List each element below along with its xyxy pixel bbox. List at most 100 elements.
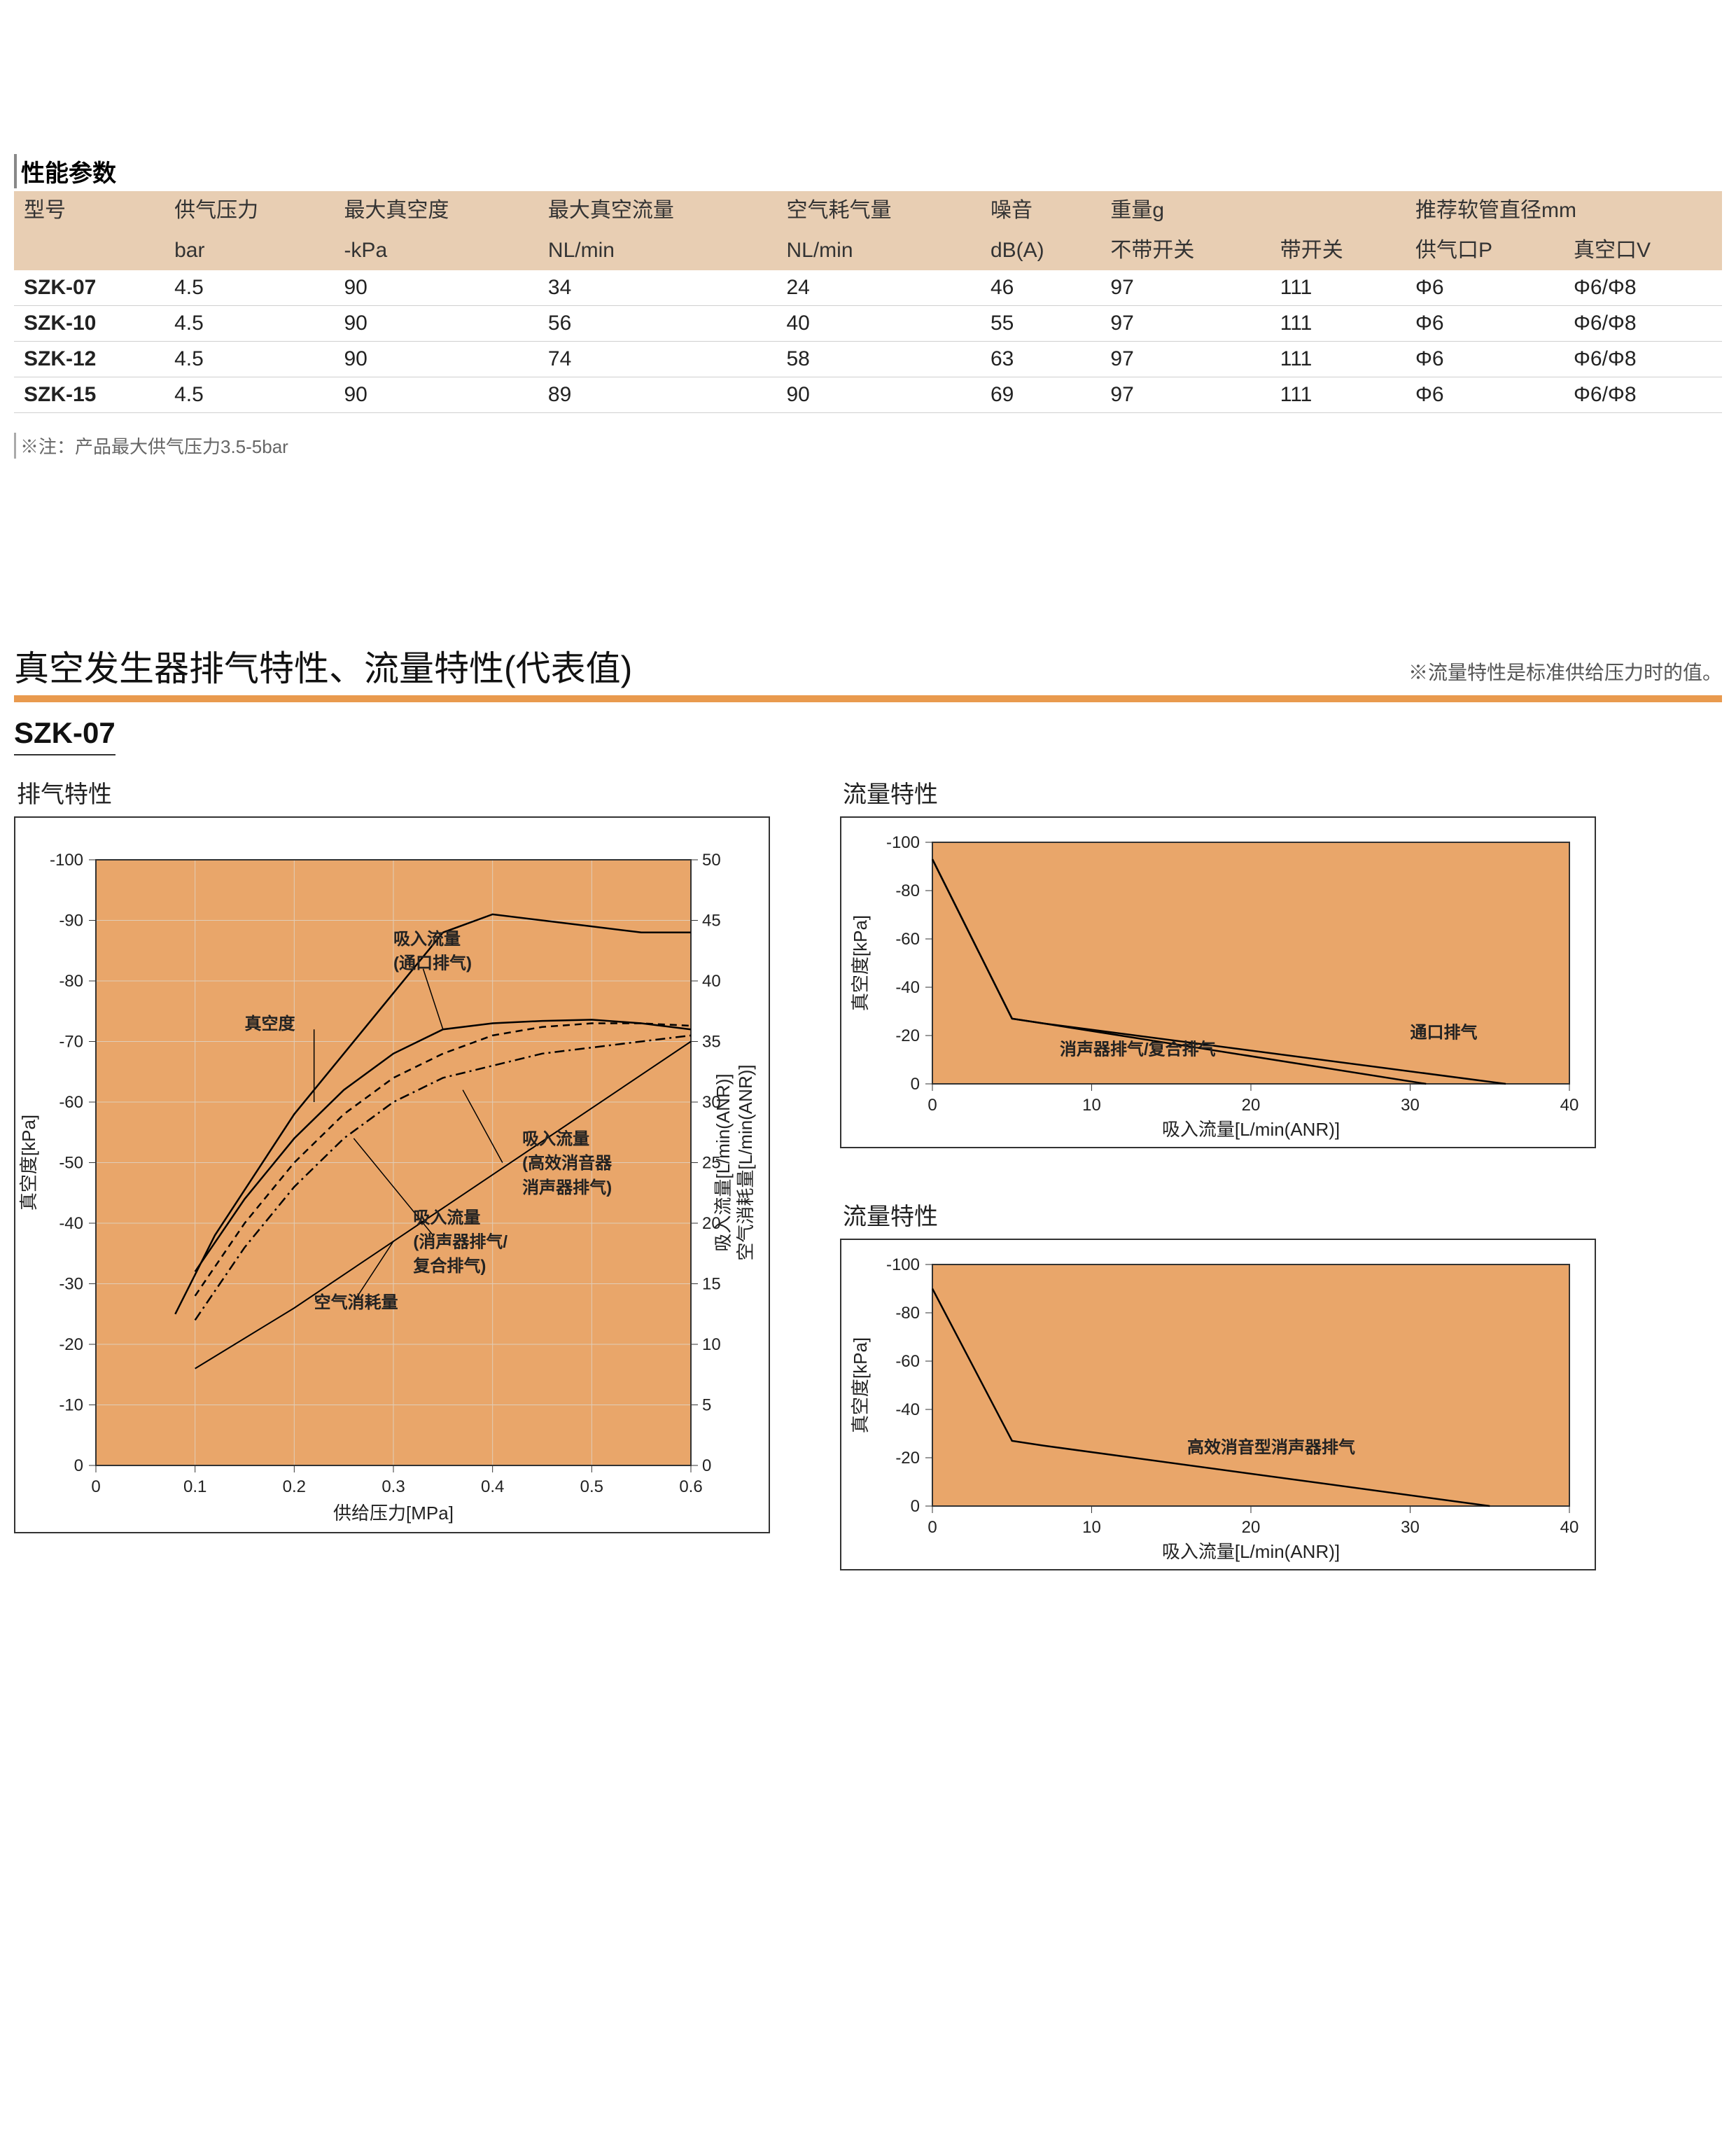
svg-text:吸入流量: 吸入流量 xyxy=(413,1208,480,1227)
svg-text:-100: -100 xyxy=(886,833,920,852)
svg-text:40: 40 xyxy=(702,972,721,991)
svg-text:50: 50 xyxy=(702,851,721,870)
svg-text:-90: -90 xyxy=(59,912,83,931)
chart-exhaust: 00.10.20.30.40.50.60-10-20-30-40-50-60-7… xyxy=(14,816,770,1533)
svg-text:-100: -100 xyxy=(50,851,83,870)
svg-text:-80: -80 xyxy=(59,972,83,991)
table-row: SZK-124.59074586397111Φ6Φ6/Φ8 xyxy=(14,342,1722,377)
svg-text:0.5: 0.5 xyxy=(580,1477,603,1496)
cell: 4.5 xyxy=(164,377,334,413)
spec-th2: 真空口V xyxy=(1564,231,1722,271)
cell: Φ6 xyxy=(1406,377,1564,413)
spec-th: 供气压力 xyxy=(164,191,334,231)
svg-text:20: 20 xyxy=(1242,1096,1261,1115)
spec-th2 xyxy=(14,231,164,271)
section-title-row: 真空发生器排气特性、流量特性(代表值) ※流量特性是标准供给压力时的值。 xyxy=(14,641,1722,702)
svg-text:0: 0 xyxy=(927,1096,937,1115)
spec-th2: bar xyxy=(164,231,334,271)
spec-th2: 不带开关 xyxy=(1100,231,1270,271)
svg-text:-30: -30 xyxy=(59,1275,83,1294)
cell: 111 xyxy=(1270,342,1406,377)
svg-text:-20: -20 xyxy=(59,1335,83,1354)
svg-text:吸入流量[L/min(ANR)]: 吸入流量[L/min(ANR)] xyxy=(1162,1119,1340,1140)
cell: 46 xyxy=(981,270,1100,306)
cell: 111 xyxy=(1270,306,1406,342)
svg-text:通口排气: 通口排气 xyxy=(1410,1022,1478,1042)
svg-text:-40: -40 xyxy=(895,1400,920,1419)
svg-text:10: 10 xyxy=(1082,1518,1101,1537)
svg-text:真空度: 真空度 xyxy=(245,1014,296,1033)
svg-text:10: 10 xyxy=(1082,1096,1101,1115)
svg-text:高效消音型消声器排气: 高效消音型消声器排气 xyxy=(1187,1437,1355,1457)
cell: 4.5 xyxy=(164,342,334,377)
svg-text:0: 0 xyxy=(91,1477,100,1496)
cell: 90 xyxy=(334,270,538,306)
cell: Φ6 xyxy=(1406,306,1564,342)
svg-text:吸入流量[L/min(ANR)]: 吸入流量[L/min(ANR)] xyxy=(1162,1541,1340,1562)
spec-th2: NL/min xyxy=(538,231,777,271)
cell: 111 xyxy=(1270,377,1406,413)
cell: 90 xyxy=(334,377,538,413)
cell: 90 xyxy=(777,377,981,413)
svg-text:-20: -20 xyxy=(895,1026,920,1045)
spec-th2: dB(A) xyxy=(981,231,1100,271)
cell: Φ6/Φ8 xyxy=(1564,306,1722,342)
cell: 34 xyxy=(538,270,777,306)
cell: Φ6/Φ8 xyxy=(1564,270,1722,306)
spec-title: 性能参数 xyxy=(14,154,1722,188)
svg-text:真空度[kPa]: 真空度[kPa] xyxy=(850,915,871,1011)
svg-text:-20: -20 xyxy=(895,1449,920,1468)
cell: 111 xyxy=(1270,270,1406,306)
svg-text:(通口排气): (通口排气) xyxy=(393,954,472,973)
svg-text:30: 30 xyxy=(1401,1518,1420,1537)
svg-text:-60: -60 xyxy=(895,930,920,949)
spec-th: 噪音 xyxy=(981,191,1100,231)
cell: 63 xyxy=(981,342,1100,377)
svg-text:0.2: 0.2 xyxy=(283,1477,306,1496)
spec-th: 空气耗气量 xyxy=(777,191,981,231)
svg-text:吸入流量: 吸入流量 xyxy=(522,1130,589,1149)
chart-flow2: 0102030400-20-40-60-80-100吸入流量[L/min(ANR… xyxy=(840,1239,1596,1570)
svg-text:-70: -70 xyxy=(59,1033,83,1052)
cell: 55 xyxy=(981,306,1100,342)
spec-th2: -kPa xyxy=(334,231,538,271)
cell: 97 xyxy=(1100,377,1270,413)
spec-table: 型号供气压力最大真空度最大真空流量空气耗气量噪音重量g推荐软管直径mm bar-… xyxy=(14,191,1722,413)
svg-text:(消声器排气/: (消声器排气/ xyxy=(413,1232,507,1252)
cell: SZK-12 xyxy=(14,342,164,377)
svg-text:真空度[kPa]: 真空度[kPa] xyxy=(850,1337,871,1433)
cell: SZK-15 xyxy=(14,377,164,413)
svg-text:40: 40 xyxy=(1560,1518,1579,1537)
model-heading: SZK-07 xyxy=(14,716,115,755)
cell: 4.5 xyxy=(164,270,334,306)
spec-th2: 供气口P xyxy=(1406,231,1564,271)
cell: 58 xyxy=(777,342,981,377)
cell: Φ6/Φ8 xyxy=(1564,342,1722,377)
spec-footnote: ※注：产品最大供气压力3.5-5bar xyxy=(14,433,1722,459)
spec-th: 最大真空流量 xyxy=(538,191,777,231)
svg-text:0: 0 xyxy=(911,1497,920,1516)
cell: 56 xyxy=(538,306,777,342)
cell: 97 xyxy=(1100,270,1270,306)
section-note: ※流量特性是标准供给压力时的值。 xyxy=(1408,657,1722,691)
svg-text:0: 0 xyxy=(911,1075,920,1094)
svg-text:10: 10 xyxy=(702,1335,721,1354)
svg-text:-10: -10 xyxy=(59,1396,83,1415)
svg-text:-50: -50 xyxy=(59,1154,83,1173)
svg-text:0.3: 0.3 xyxy=(382,1477,405,1496)
svg-text:0: 0 xyxy=(702,1456,711,1475)
svg-text:真空度[kPa]: 真空度[kPa] xyxy=(18,1115,39,1211)
svg-text:(高效消音器: (高效消音器 xyxy=(522,1153,612,1173)
svg-text:-60: -60 xyxy=(895,1352,920,1371)
spec-th: 最大真空度 xyxy=(334,191,538,231)
table-row: SZK-074.59034244697111Φ6Φ6/Φ8 xyxy=(14,270,1722,306)
cell: SZK-07 xyxy=(14,270,164,306)
spec-th2: NL/min xyxy=(777,231,981,271)
chart-flow1-title: 流量特性 xyxy=(843,775,1596,809)
svg-text:吸入流量[L/min(ANR)]: 吸入流量[L/min(ANR)] xyxy=(713,1073,734,1251)
svg-text:0.4: 0.4 xyxy=(481,1477,504,1496)
svg-text:吸入流量: 吸入流量 xyxy=(393,930,461,949)
svg-text:0: 0 xyxy=(927,1518,937,1537)
cell: 24 xyxy=(777,270,981,306)
svg-text:40: 40 xyxy=(1560,1096,1579,1115)
